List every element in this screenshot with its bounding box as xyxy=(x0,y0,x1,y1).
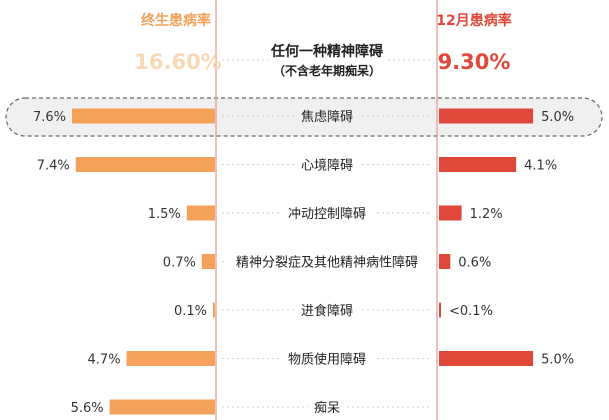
twelve-month-bar xyxy=(439,157,517,172)
category-label-bg xyxy=(280,203,374,223)
category-label-bg xyxy=(294,300,360,320)
category-label: 焦虑障碍 xyxy=(301,110,353,125)
lifetime-bar xyxy=(109,399,215,415)
chart-subtitle: （不含老年期痴呆） xyxy=(273,63,381,78)
category-label-bg xyxy=(280,348,374,369)
lifetime-total: 16.60% xyxy=(134,50,221,74)
category-label-bg xyxy=(294,154,360,175)
twelve-month-bar xyxy=(439,351,534,366)
category-label: 物质使用障碍 xyxy=(288,352,366,368)
twelve-month-value-label: 5.0% xyxy=(541,353,574,368)
twelve-month-value-label: 1.2% xyxy=(470,207,503,222)
category-label: 进食障碍 xyxy=(301,303,353,319)
lifetime-bar xyxy=(126,351,215,366)
category-label: 痴呆 xyxy=(314,400,340,416)
lifetime-value-label: 4.7% xyxy=(88,353,121,368)
twelve-month-bar xyxy=(439,108,534,124)
lifetime-value-label: 0.1% xyxy=(174,304,207,319)
twelve-month-value-label: 4.1% xyxy=(524,159,557,174)
category-label: 精神分裂症及其他精神病性障碍 xyxy=(236,256,418,271)
lifetime-value-label: 7.4% xyxy=(37,159,70,174)
lifetime-header: 终生患病率 xyxy=(141,12,211,29)
twelve-month-value-label: <0.1% xyxy=(449,304,493,319)
chart-rows: 焦虑障碍 7.6% 5.0% 心境障碍 7.4% 4.1% 冲动控制障碍 1.5% 1.2% 精神… xyxy=(33,106,574,417)
twelve-month-header: 12月患病率 xyxy=(436,12,511,29)
lifetime-bar xyxy=(72,108,215,124)
lifetime-value-label: 7.6% xyxy=(33,110,66,125)
twelve-month-bar xyxy=(439,205,462,221)
lifetime-bar xyxy=(201,254,215,269)
lifetime-value-label: 1.5% xyxy=(148,207,181,222)
twelve-month-value-label: 0.6% xyxy=(458,256,491,271)
twelve-month-bar xyxy=(439,302,441,318)
twelve-month-total: 9.30% xyxy=(438,50,511,74)
twelve-month-value-label: 5.0% xyxy=(541,110,574,125)
lifetime-bar xyxy=(213,302,215,318)
category-label-bg xyxy=(224,251,430,272)
category-label-bg xyxy=(294,106,360,126)
lifetime-bar xyxy=(75,157,216,172)
lifetime-value-label: 5.6% xyxy=(71,401,104,416)
lifetime-value-label: 0.7% xyxy=(163,256,196,271)
chart-title: 任何一种精神障碍 xyxy=(270,43,383,60)
twelve-month-bar xyxy=(439,254,451,269)
category-label: 冲动控制障碍 xyxy=(288,207,366,222)
category-label: 心境障碍 xyxy=(301,159,353,174)
category-label-bg xyxy=(308,397,346,417)
lifetime-bar xyxy=(186,205,215,221)
